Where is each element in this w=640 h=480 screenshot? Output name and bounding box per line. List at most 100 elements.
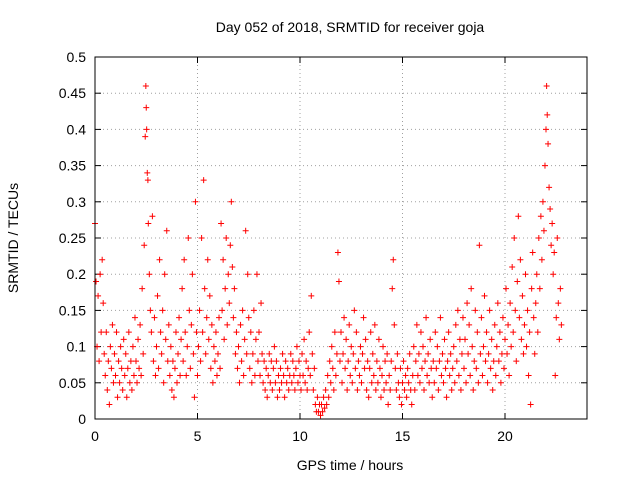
data-point: [179, 285, 186, 292]
data-point: [397, 365, 404, 372]
data-point: [138, 372, 145, 379]
data-point: [521, 321, 528, 328]
data-point: [155, 365, 162, 372]
data-point: [211, 358, 218, 365]
data-point: [247, 329, 254, 336]
data-point: [427, 336, 434, 343]
data-point: [189, 271, 196, 278]
data-point: [353, 329, 360, 336]
data-point: [329, 365, 336, 372]
x-tick-label: 10: [292, 428, 308, 444]
data-point: [184, 343, 191, 350]
data-point: [484, 379, 491, 386]
data-point: [109, 321, 116, 328]
data-point: [207, 365, 214, 372]
data-point: [418, 365, 425, 372]
data-point: [497, 379, 504, 386]
data-point: [203, 314, 210, 321]
data-point: [364, 358, 371, 365]
data-point: [161, 271, 168, 278]
data-point: [147, 307, 154, 314]
data-point: [432, 329, 439, 336]
data-point: [514, 278, 521, 285]
y-tick-label: 0.5: [67, 49, 87, 65]
data-point: [110, 379, 117, 386]
data-point: [164, 358, 171, 365]
data-point: [210, 343, 217, 350]
data-point: [288, 379, 295, 386]
data-point: [468, 285, 475, 292]
data-point: [292, 365, 299, 372]
y-tick-label: 0.05: [59, 375, 86, 391]
data-point: [174, 379, 180, 386]
data-point: [552, 372, 559, 379]
data-point: [99, 256, 106, 263]
data-point: [558, 321, 565, 328]
data-point: [93, 278, 100, 285]
y-tick-label: 0.15: [59, 302, 86, 318]
data-point: [158, 350, 165, 357]
data-point: [466, 321, 473, 328]
data-point: [295, 358, 302, 365]
data-point: [106, 401, 113, 408]
data-point: [160, 379, 167, 386]
data-point: [420, 343, 426, 350]
data-point: [185, 235, 192, 241]
data-point: [202, 350, 209, 357]
data-point: [332, 372, 339, 379]
data-point: [96, 358, 103, 365]
data-point: [100, 300, 107, 307]
data-point: [412, 358, 419, 365]
data-point: [367, 329, 374, 336]
data-point: [162, 336, 169, 343]
data-point: [198, 235, 205, 241]
data-point: [116, 379, 123, 386]
data-point: [306, 329, 313, 336]
data-point: [383, 379, 390, 386]
data-point: [467, 372, 474, 379]
data-point: [396, 394, 403, 401]
data-point: [366, 365, 373, 372]
data-point: [498, 350, 505, 357]
data-point: [347, 372, 354, 379]
data-point: [251, 372, 258, 379]
data-point: [314, 394, 321, 401]
data-point: [343, 336, 350, 343]
data-point: [232, 350, 239, 357]
data-point: [311, 365, 318, 372]
data-point: [320, 394, 327, 401]
data-point: [196, 307, 203, 314]
data-point: [335, 278, 342, 285]
data-point: [493, 343, 500, 350]
data-point: [166, 372, 173, 379]
data-point: [532, 300, 539, 307]
data-point: [294, 379, 301, 386]
data-point: [509, 263, 516, 270]
data-point: [386, 372, 393, 379]
data-point: [141, 242, 148, 249]
data-point: [524, 307, 531, 314]
data-point: [108, 365, 115, 372]
data-point: [385, 401, 392, 408]
data-point: [495, 358, 502, 365]
data-point: [223, 235, 230, 241]
data-point: [123, 394, 130, 401]
data-point: [486, 307, 493, 314]
data-point: [136, 365, 143, 372]
data-point: [134, 379, 141, 386]
data-point: [142, 133, 149, 140]
data-point: [557, 285, 564, 292]
data-point: [192, 198, 199, 205]
data-point: [284, 365, 291, 372]
data-point: [208, 321, 215, 328]
data-point: [168, 387, 175, 394]
data-point: [490, 358, 497, 365]
data-point: [190, 350, 197, 357]
data-point: [227, 242, 234, 249]
data-point: [536, 285, 543, 292]
data-point: [502, 336, 508, 343]
data-point: [543, 126, 549, 133]
data-point: [111, 350, 118, 357]
data-point: [530, 314, 537, 321]
data-point: [405, 379, 412, 386]
